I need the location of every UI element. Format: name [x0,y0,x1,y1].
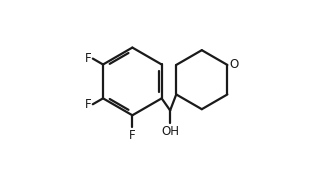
Text: F: F [85,98,91,111]
Text: F: F [129,129,136,142]
Text: F: F [85,52,91,65]
Text: O: O [230,58,239,71]
Text: OH: OH [161,125,179,138]
